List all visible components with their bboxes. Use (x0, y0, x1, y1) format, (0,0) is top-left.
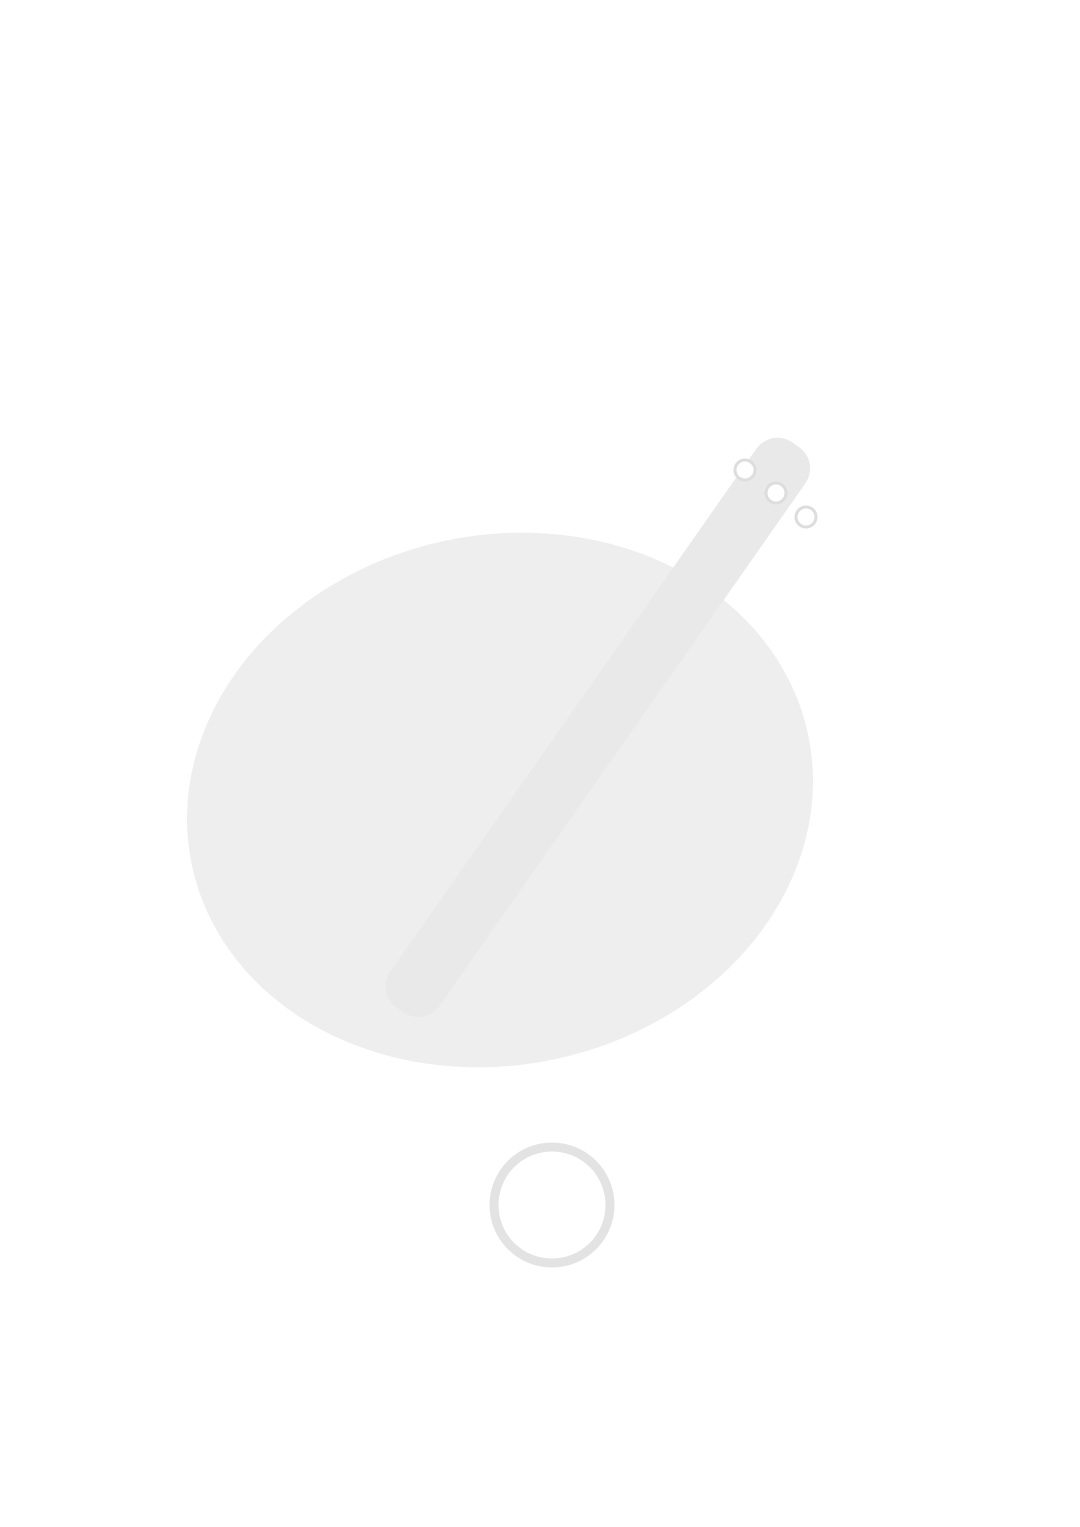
studio-watermark (60, 922, 1020, 1045)
